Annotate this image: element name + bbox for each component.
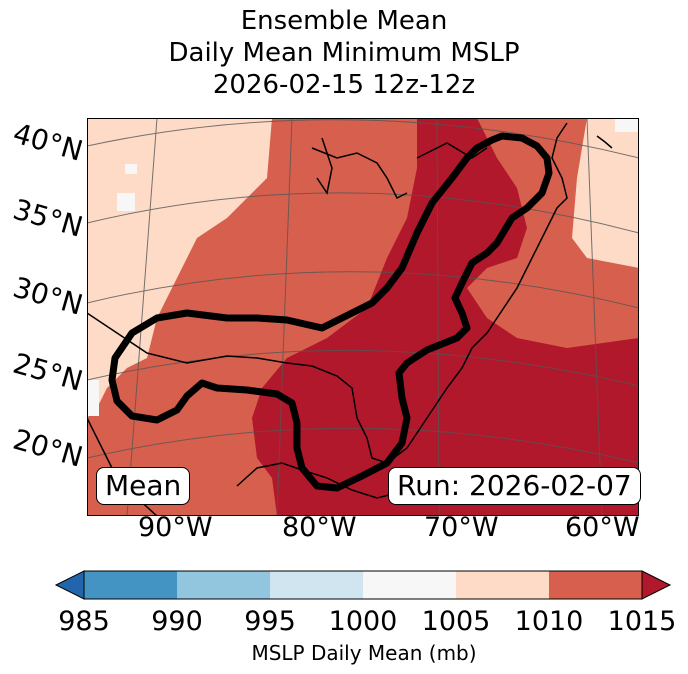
colorbar-extend-low xyxy=(54,570,85,600)
lat-label-25: 25°N xyxy=(9,346,87,398)
colorbar-tick-990: 990 xyxy=(151,606,203,637)
lon-label-80w: 80°W xyxy=(282,512,357,543)
title-line-3: 2026-02-15 12z-12z xyxy=(212,70,476,100)
colorbar-tick-995: 995 xyxy=(244,606,296,637)
colorbar xyxy=(54,570,672,600)
colorbar-frame xyxy=(83,570,643,600)
lat-label-30: 30°N xyxy=(9,270,87,322)
colorbar-tick-1005: 1005 xyxy=(421,606,491,637)
colorbar-bin-1005-1010 xyxy=(456,571,549,599)
title-line-1: Ensemble Mean xyxy=(240,6,448,36)
colorbar-bin-985-990 xyxy=(84,571,177,599)
fill-1015-plus xyxy=(252,118,639,516)
fill-1000-1005-patch-3 xyxy=(615,118,639,132)
colorbar-tick-1015: 1015 xyxy=(607,606,677,637)
lat-label-35: 35°N xyxy=(9,192,87,244)
colorbar-tick-1000: 1000 xyxy=(328,606,398,637)
title-line-2: Daily Mean Minimum MSLP xyxy=(168,38,520,68)
run-badge: Run: 2026-02-07 xyxy=(388,467,641,505)
colorbar-bin-1010-1015 xyxy=(549,571,642,599)
colorbar-extend-high xyxy=(641,570,672,600)
lon-label-70w: 70°W xyxy=(424,512,499,543)
map-panel xyxy=(87,118,639,516)
colorbar-bin-1000-1005 xyxy=(363,571,456,599)
lat-label-40: 40°N xyxy=(9,116,87,168)
graticule xyxy=(87,118,639,516)
fill-1000-1005-patch-4 xyxy=(87,380,99,416)
colorbar-tick-1010: 1010 xyxy=(514,606,584,637)
lon-label-90w: 90°W xyxy=(138,512,213,543)
map-svg xyxy=(87,118,639,516)
map-frame xyxy=(87,118,639,516)
colorbar-label: MSLP Daily Mean (mb) xyxy=(251,641,477,665)
mean-badge: Mean xyxy=(96,467,191,505)
lon-label-60w: 60°W xyxy=(565,512,640,543)
fill-1000-1005-patch-2 xyxy=(125,164,137,174)
lat-label-20: 20°N xyxy=(9,422,87,474)
mslp-contour xyxy=(108,132,553,492)
colorbar-bin-990-995 xyxy=(177,571,270,599)
colorbar-bin-995-1000 xyxy=(270,571,363,599)
colorbar-tick-985: 985 xyxy=(58,606,110,637)
fill-1000-1005-patch xyxy=(117,193,135,211)
